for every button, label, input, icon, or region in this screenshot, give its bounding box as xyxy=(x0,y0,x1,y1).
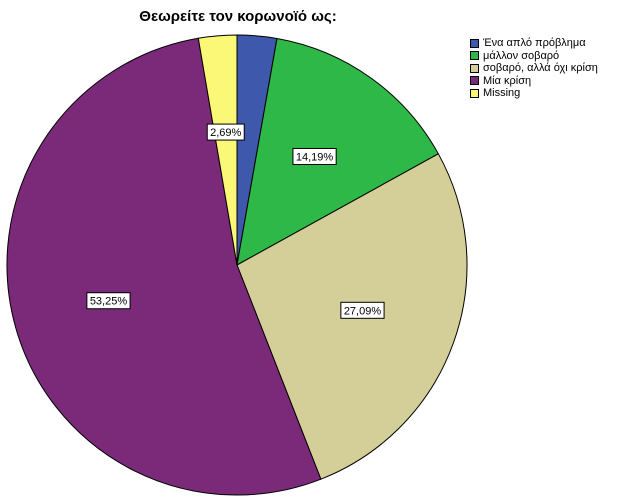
pie-slice-4 xyxy=(6,37,322,496)
legend-swatch xyxy=(470,76,479,86)
legend-item: Ένα απλό πρόβλημα xyxy=(470,37,598,50)
chart-title: Θεωρείτε τον κορωνοϊό ως: xyxy=(139,8,337,25)
legend-item: σοβαρό, αλλά όχι κρίση xyxy=(470,62,598,75)
legend-swatch xyxy=(470,88,479,98)
legend-label: Μία κρίση xyxy=(483,74,532,87)
legend-label: σοβαρό, αλλά όχι κρίση xyxy=(483,62,598,75)
data-label-4: 53,25% xyxy=(86,292,131,310)
svg-text:14,19%: 14,19% xyxy=(296,151,334,163)
svg-text:53,25%: 53,25% xyxy=(90,296,128,308)
legend-item: μάλλον σοβαρό xyxy=(470,50,598,63)
legend-item: Missing xyxy=(470,87,598,100)
legend-label: Ένα απλό πρόβλημα xyxy=(483,37,586,50)
svg-text:27,09%: 27,09% xyxy=(344,305,382,317)
legend-swatch xyxy=(470,51,479,61)
svg-text:2,69%: 2,69% xyxy=(210,127,241,139)
data-label-5: 2,69% xyxy=(206,123,245,141)
data-label-3: 27,09% xyxy=(340,301,385,319)
legend-swatch xyxy=(470,63,479,73)
legend-swatch xyxy=(470,38,479,48)
pie-slice-2 xyxy=(236,37,440,266)
legend-item: Μία κρίση xyxy=(470,75,598,88)
chart-legend: Ένα απλό πρόβλημα μάλλον σοβαρό σοβαρό, αλ… xyxy=(470,37,598,100)
legend-label: μάλλον σοβαρό xyxy=(483,49,560,62)
legend-label: Missing xyxy=(483,87,521,100)
data-label-2: 14,19% xyxy=(292,147,337,165)
pie-slice-5 xyxy=(197,34,238,266)
